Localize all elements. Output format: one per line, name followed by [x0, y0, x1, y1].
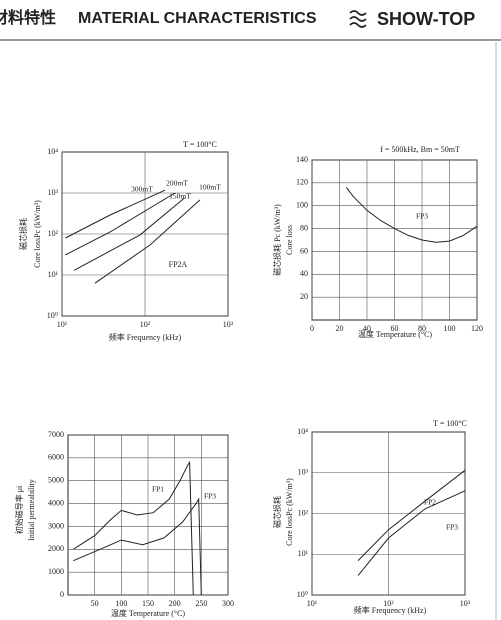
- y-tick-label: 10⁰: [47, 311, 58, 320]
- series-label: 200mT: [166, 179, 188, 188]
- x-tick-label: 80: [418, 324, 426, 333]
- header-title-cn: 材料特性: [0, 8, 56, 27]
- annotation: T = 100°C: [433, 419, 467, 428]
- x-tick-label: 10²: [140, 320, 151, 329]
- series-line: [73, 460, 194, 596]
- y-tick-label: 100: [296, 201, 308, 210]
- y-axis-label-cn: 磁芯损耗 Pc (kW/m³): [272, 204, 282, 276]
- y-tick-label: 3000: [48, 521, 64, 530]
- series-line: [94, 199, 201, 284]
- x-tick-label: 100: [115, 599, 127, 608]
- x-tick-label: 150: [142, 599, 154, 608]
- y-tick-label: 10⁴: [47, 147, 58, 156]
- brand: SHOW-TOP: [377, 9, 475, 29]
- y-tick-label: 1000: [48, 567, 64, 576]
- y-tick-label: 20: [300, 292, 308, 301]
- y-axis-label-cn: 初始磁导率 μi: [14, 485, 24, 534]
- y-tick-label: 60: [300, 246, 308, 255]
- x-tick-label: 50: [91, 599, 99, 608]
- y-tick-label: 5000: [48, 476, 64, 485]
- y-tick-label: 2000: [48, 544, 64, 553]
- x-tick-label: 0: [310, 324, 314, 333]
- y-axis-label: Core loss: [285, 225, 294, 255]
- x-tick-label: 120: [471, 324, 483, 333]
- x-tick-label: 250: [195, 599, 207, 608]
- series-label: FP3: [446, 523, 458, 532]
- x-tick-label: 10³: [223, 320, 234, 329]
- x-tick-label: 10²: [383, 599, 394, 608]
- series-label: 300mT: [131, 185, 153, 194]
- x-tick-label: 20: [336, 324, 344, 333]
- x-tick-label: 300: [222, 599, 234, 608]
- y-tick-label: 6000: [48, 453, 64, 462]
- y-axis-label: Core lossPc (kW/m³): [33, 200, 42, 268]
- x-axis-label: 温度 Temperature (°C): [111, 608, 186, 618]
- y-tick-label: 10⁴: [297, 427, 308, 436]
- x-tick-label: 10¹: [57, 320, 68, 329]
- series-label: FP3: [416, 212, 428, 221]
- x-axis-label: 频率 Frequency (kHz): [354, 605, 427, 615]
- y-tick-label: 10²: [48, 229, 59, 238]
- x-tick-label: 100: [444, 324, 456, 333]
- y-tick-label: 0: [60, 590, 64, 599]
- y-tick-label: 140: [296, 155, 308, 164]
- series-label: 100mT: [199, 183, 221, 192]
- series-label: FP3: [204, 492, 216, 501]
- y-tick-label: 10⁰: [297, 590, 308, 599]
- y-tick-label: 10²: [298, 508, 309, 517]
- y-axis-label: Core lossPc (kW/m³): [285, 478, 294, 546]
- y-tick-label: 7000: [48, 430, 64, 439]
- y-tick-label: 10¹: [298, 549, 309, 558]
- annotation: f = 500kHz, Bm = 50mT: [380, 145, 460, 154]
- series-line: [346, 187, 478, 243]
- series-label: FP2: [424, 498, 436, 507]
- x-tick-label: 10³: [460, 599, 471, 608]
- series-line: [65, 192, 176, 256]
- series-line: [357, 469, 466, 561]
- series-line: [73, 197, 185, 271]
- series-label: 150mT: [169, 192, 191, 201]
- y-axis-label-cn: 磁芯损耗: [272, 496, 282, 528]
- y-tick-label: 120: [296, 178, 308, 187]
- y-tick-label: 10³: [48, 188, 59, 197]
- series-label: FP1: [152, 485, 164, 494]
- logo: [349, 10, 367, 28]
- annotation: T = 100°C: [183, 140, 217, 149]
- header-title: MATERIAL CHARACTERISTICS: [78, 10, 317, 27]
- y-tick-label: 10³: [298, 468, 309, 477]
- y-tick-label: 4000: [48, 498, 64, 507]
- annotation: FP2A: [169, 260, 188, 269]
- x-tick-label: 40: [363, 324, 371, 333]
- y-axis-label-cn: 磁芯损耗: [18, 218, 28, 250]
- x-axis-label: 温度 Temperature (°C): [358, 329, 433, 339]
- x-tick-label: 200: [169, 599, 181, 608]
- series-line: [73, 497, 202, 596]
- x-axis-label: 频率 Frequency (kHz): [109, 332, 182, 342]
- y-axis-label: Initial permeability: [27, 479, 36, 541]
- series-line: [65, 189, 166, 239]
- series-line: [357, 490, 466, 576]
- x-tick-label: 10¹: [307, 599, 318, 608]
- y-tick-label: 10¹: [48, 270, 59, 279]
- y-tick-label: 40: [300, 269, 308, 278]
- x-tick-label: 60: [391, 324, 399, 333]
- y-tick-label: 80: [300, 223, 308, 232]
